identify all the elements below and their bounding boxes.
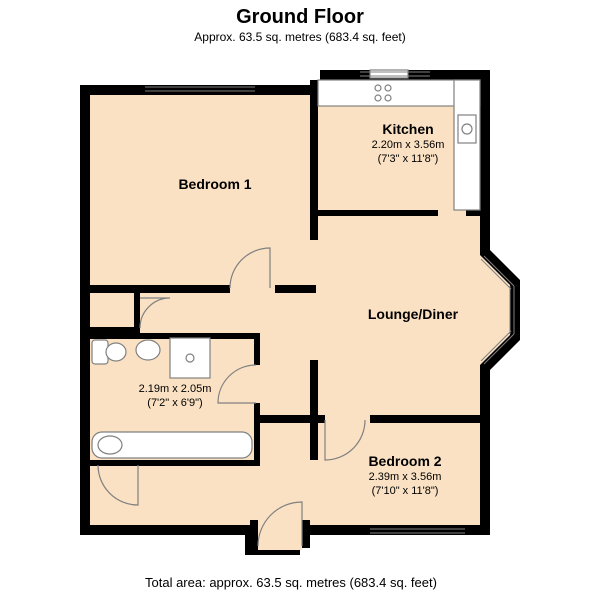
label-bath: 2.19m x 2.05m (7'2" x 6'9") — [115, 382, 235, 411]
page-title: Ground Floor — [0, 6, 600, 29]
label-lounge: Lounge/Diner — [348, 305, 478, 323]
floor-plan: Bedroom 1 Kitchen 2.20m x 3.56m (7'3" x … — [70, 60, 530, 560]
label-kitchen: Kitchen 2.20m x 3.56m (7'3" x 11'8") — [348, 120, 468, 167]
label-bedroom2: Bedroom 2 2.39m x 3.56m (7'10" x 11'8") — [340, 452, 470, 499]
label-bedroom1: Bedroom 1 — [160, 175, 270, 193]
page-subtitle: Approx. 63.5 sq. metres (683.4 sq. feet) — [0, 30, 600, 44]
footer-area: Total area: approx. 63.5 sq. metres (683… — [0, 575, 600, 590]
